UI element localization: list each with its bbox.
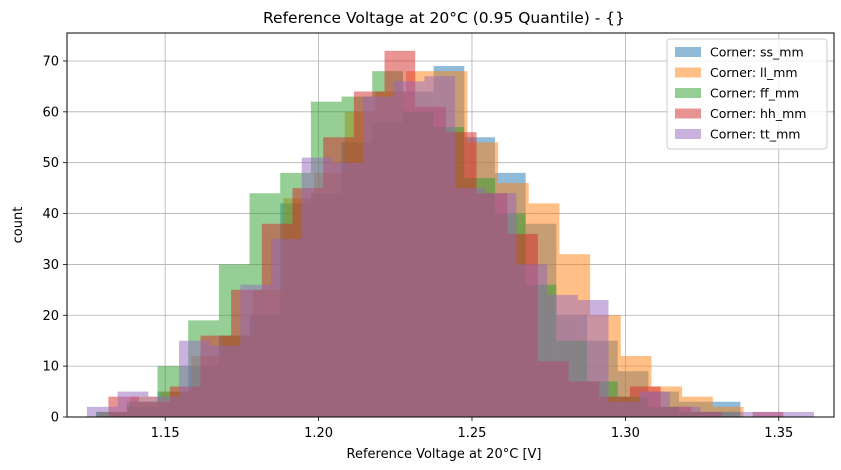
x-tick-label: 1.20 <box>304 426 333 441</box>
histogram-bar <box>363 96 394 417</box>
y-tick-label: 50 <box>42 156 59 171</box>
histogram-series-4 <box>86 76 815 418</box>
legend: Corner: ss_mm Corner: ll_mm Corner: ff_mm C… <box>666 38 828 150</box>
legend-label: Corner: hh_mm <box>710 106 806 121</box>
x-tick-label: 1.15 <box>151 426 180 441</box>
x-axis-label: Reference Voltage at 20°C [V] <box>347 447 542 462</box>
legend-swatch <box>675 108 701 119</box>
histogram-bar <box>332 162 364 417</box>
legend-swatch <box>675 67 701 78</box>
y-tick-label: 40 <box>42 207 59 222</box>
y-tick-label: 70 <box>42 54 59 69</box>
histogram-bar <box>424 76 456 418</box>
legend-label: Corner: ss_mm <box>710 45 804 60</box>
legend-swatch <box>675 47 701 57</box>
histogram-bar <box>86 406 118 417</box>
legend-label: Corner: ff_mm <box>710 86 799 101</box>
y-tick-label: 60 <box>42 105 59 120</box>
histogram-bars <box>86 50 815 418</box>
legend-label: Corner: ll_mm <box>710 65 798 80</box>
legend-box <box>666 38 828 150</box>
histogram-bar <box>761 411 793 417</box>
histogram-bar <box>639 391 670 417</box>
histogram-bar <box>117 391 149 417</box>
histogram-bar <box>178 340 210 417</box>
histogram-bar <box>669 406 701 417</box>
histogram-bar <box>608 401 640 417</box>
y-axis-label: count <box>11 207 26 244</box>
legend-swatch <box>675 129 701 139</box>
x-tick-label: 1.35 <box>764 426 793 441</box>
x-tick-label: 1.25 <box>457 426 486 441</box>
y-tick-label: 10 <box>42 360 59 375</box>
chart-title: Reference Voltage at 20°C (0.95 Quantile… <box>263 9 625 27</box>
histogram-bar <box>731 411 762 417</box>
histogram-bar <box>209 345 241 417</box>
histogram-bar <box>148 396 179 417</box>
y-tick-label: 0 <box>51 411 59 426</box>
legend-swatch <box>675 88 701 98</box>
x-tick-label: 1.30 <box>611 426 640 441</box>
histogram-bar <box>455 188 486 417</box>
histogram-bar <box>577 300 609 417</box>
histogram-bar <box>485 193 517 417</box>
histogram-bar <box>792 411 815 417</box>
histogram-bar <box>240 284 272 417</box>
y-tick-label: 20 <box>42 309 59 324</box>
plot-frame <box>66 32 835 418</box>
histogram-bar <box>301 157 333 418</box>
histogram-bar <box>516 264 548 417</box>
histogram-bar <box>393 81 425 418</box>
histogram-bar <box>271 238 302 417</box>
legend-label: Corner: tt_mm <box>710 127 800 142</box>
histogram-bar <box>700 411 732 417</box>
axis-ticks: 1.15 1.20 1.25 1.30 1.35 0 10 20 30 40 50 60 70 <box>42 54 793 441</box>
y-tick-label: 30 <box>42 258 59 273</box>
histogram-bar <box>547 294 578 417</box>
